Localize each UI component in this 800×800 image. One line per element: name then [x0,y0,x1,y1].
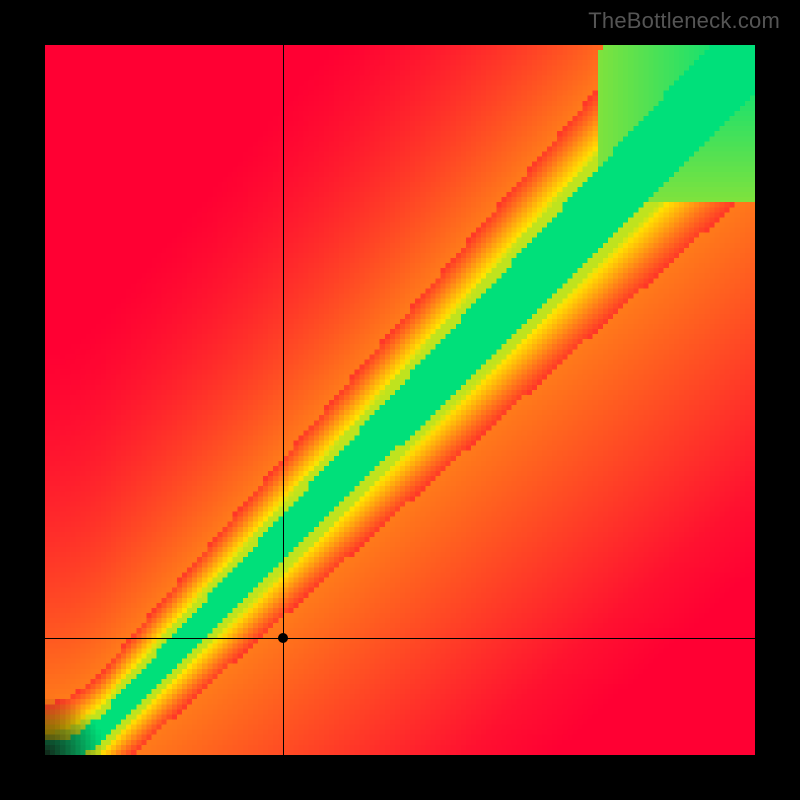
crosshair-vertical [283,45,284,755]
heatmap-plot [45,45,755,755]
heatmap-canvas [45,45,755,755]
watermark-text: TheBottleneck.com [588,8,780,34]
crosshair-marker [278,633,288,643]
crosshair-horizontal [45,638,755,639]
